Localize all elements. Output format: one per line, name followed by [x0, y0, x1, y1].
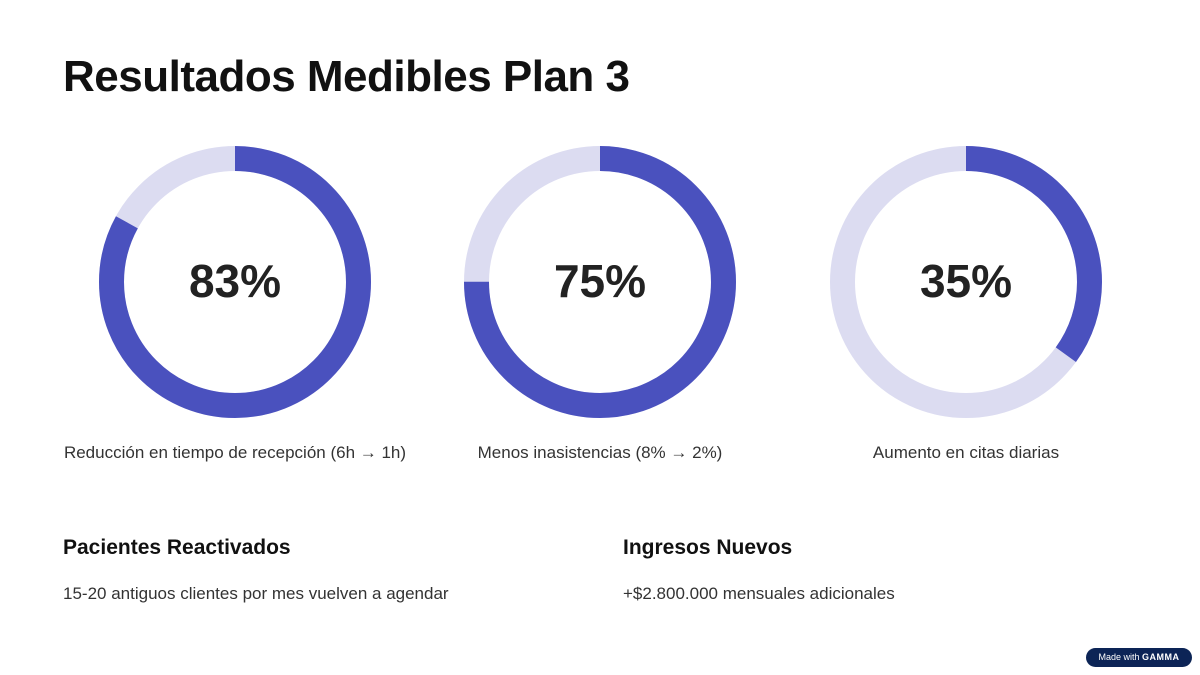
donut-progress-arc	[464, 146, 736, 418]
donut-chart-2: 75%	[464, 146, 736, 418]
gamma-logo: GAMMA	[1142, 652, 1180, 662]
donut-value-label: 83%	[188, 255, 282, 307]
donut-progress-arc	[99, 146, 371, 418]
donut-progress-arc	[830, 146, 1102, 418]
donut-svg	[464, 146, 736, 418]
badge-prefix: Made with	[1098, 652, 1140, 662]
donut-value-label: 35%	[919, 255, 1013, 307]
section-heading-pacientes: Pacientes Reactivados	[63, 536, 291, 559]
made-with-gamma-badge[interactable]: Made with GAMMA	[1086, 648, 1192, 667]
donut-svg	[830, 146, 1102, 418]
donut-caption: Aumento en citas diarias	[872, 443, 1060, 462]
section-heading-ingresos: Ingresos Nuevos	[623, 536, 793, 559]
donut-value-label: 75%	[553, 255, 647, 307]
donut-caption: Menos inasistencias (8% → 2%)	[477, 443, 723, 462]
section-text-pacientes: 15-20 antiguos clientes por mes vuelven …	[63, 584, 449, 603]
donut-caption: Reducción en tiempo de recepción (6h → 1…	[63, 443, 407, 462]
donut-svg	[99, 146, 371, 418]
page-title: Resultados Medibles Plan 3	[63, 52, 630, 101]
donut-chart-3: 35%	[830, 146, 1102, 418]
donut-chart-1: 83%	[99, 146, 371, 418]
section-text-ingresos: +$2.800.000 mensuales adicionales	[623, 584, 895, 603]
